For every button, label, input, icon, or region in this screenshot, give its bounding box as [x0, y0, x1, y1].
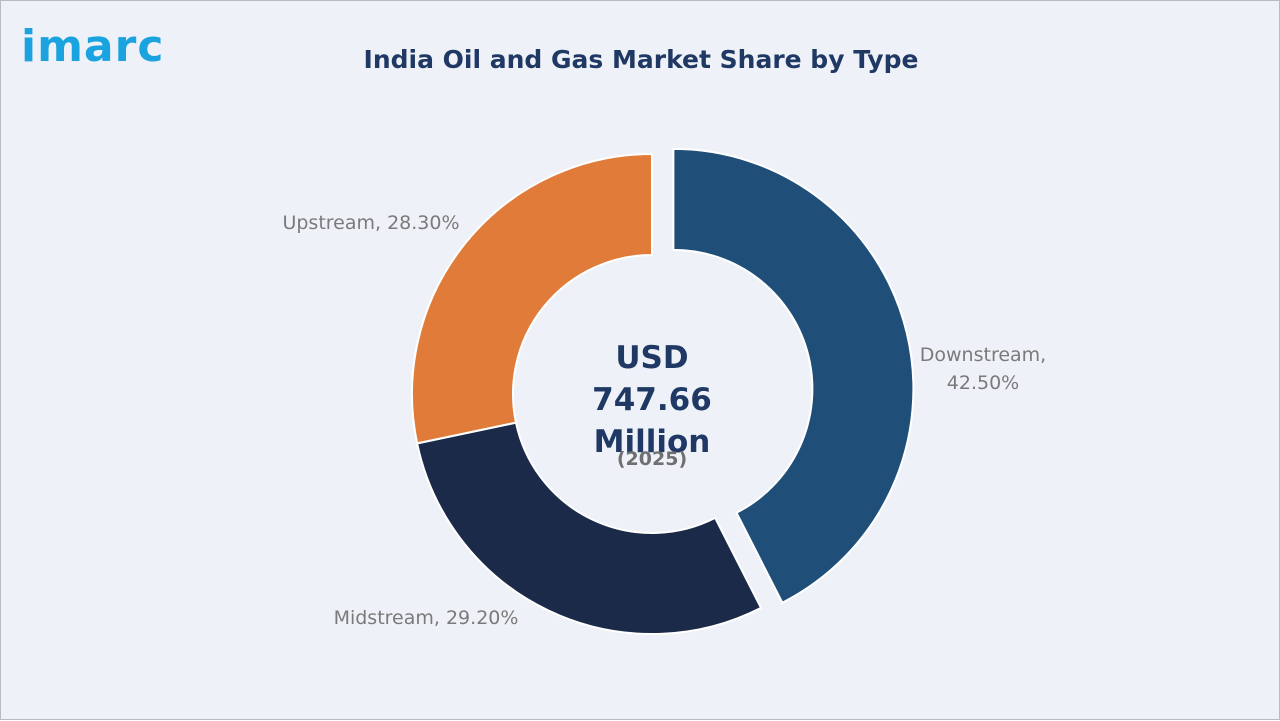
center-label: USD 747.66 Million — [592, 340, 712, 460]
logo: imarc — [21, 21, 165, 72]
chart-title: India Oil and Gas Market Share by Type — [363, 45, 919, 74]
donut-slice — [672, 147, 915, 605]
data-label: Upstream, 28.30% — [282, 212, 460, 234]
donut-slice — [411, 152, 653, 445]
center-sublabel: (2025) — [616, 448, 688, 470]
data-label: Midstream, 29.20% — [333, 607, 519, 629]
data-label: Downstream, 42.50% — [919, 344, 1047, 394]
donut-slice — [415, 421, 763, 635]
